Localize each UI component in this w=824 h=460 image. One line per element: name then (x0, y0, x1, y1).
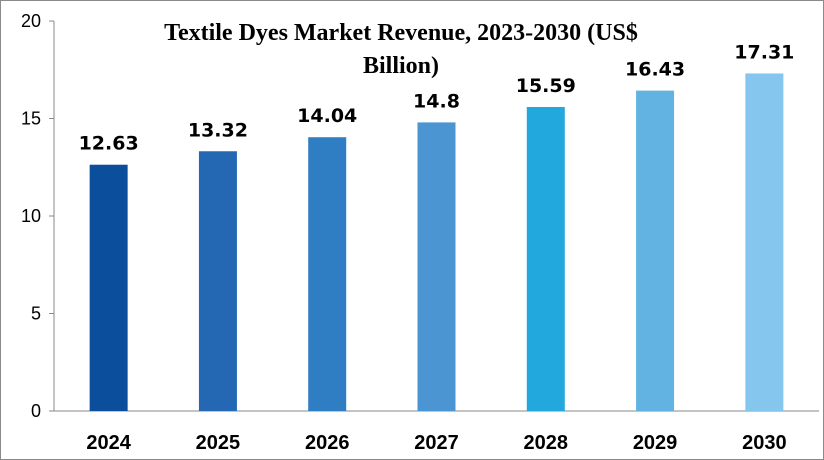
y-tick-label: 15 (21, 109, 41, 129)
x-category-label-2030: 2030 (742, 432, 787, 454)
bar-2025 (198, 151, 237, 411)
y-tick-label: 0 (31, 401, 41, 421)
data-label-2027: 14.8 (413, 90, 460, 112)
data-label-2024: 12.63 (79, 133, 139, 155)
bar-2026 (308, 137, 347, 411)
bar-2024 (89, 164, 128, 411)
y-tick-label: 20 (21, 11, 41, 31)
chart-title-line-2: Billion) (363, 53, 439, 79)
x-axis-categories: 2024 2025 2026 2027 2028 2029 2030 (86, 432, 786, 454)
chart-title-line-1: Textile Dyes Market Revenue, 2023-2030 (… (164, 20, 638, 46)
data-label-2030: 17.31 (734, 41, 794, 63)
data-label-2029: 16.43 (625, 59, 685, 81)
x-category-label-2025: 2025 (196, 432, 241, 454)
bar-2029 (636, 90, 675, 412)
x-category-label-2026: 2026 (305, 432, 350, 454)
y-axis-ticks: 0 5 10 15 20 (21, 11, 54, 421)
y-tick-label: 5 (31, 304, 41, 324)
data-label-2025: 13.32 (188, 119, 248, 141)
data-label-2028: 15.59 (516, 75, 576, 97)
x-category-label-2024: 2024 (86, 432, 131, 454)
x-category-label-2028: 2028 (524, 432, 569, 454)
x-category-label-2027: 2027 (414, 432, 459, 454)
bar-2027 (417, 122, 456, 412)
x-category-label-2029: 2029 (633, 432, 678, 454)
bar-2030 (745, 73, 784, 411)
data-labels: 12.63 13.32 14.04 14.8 15.59 16.43 17.31 (79, 41, 795, 154)
bars (89, 73, 784, 412)
data-label-2026: 14.04 (297, 105, 357, 127)
bar-2028 (526, 106, 565, 412)
y-tick-label: 10 (21, 206, 41, 226)
